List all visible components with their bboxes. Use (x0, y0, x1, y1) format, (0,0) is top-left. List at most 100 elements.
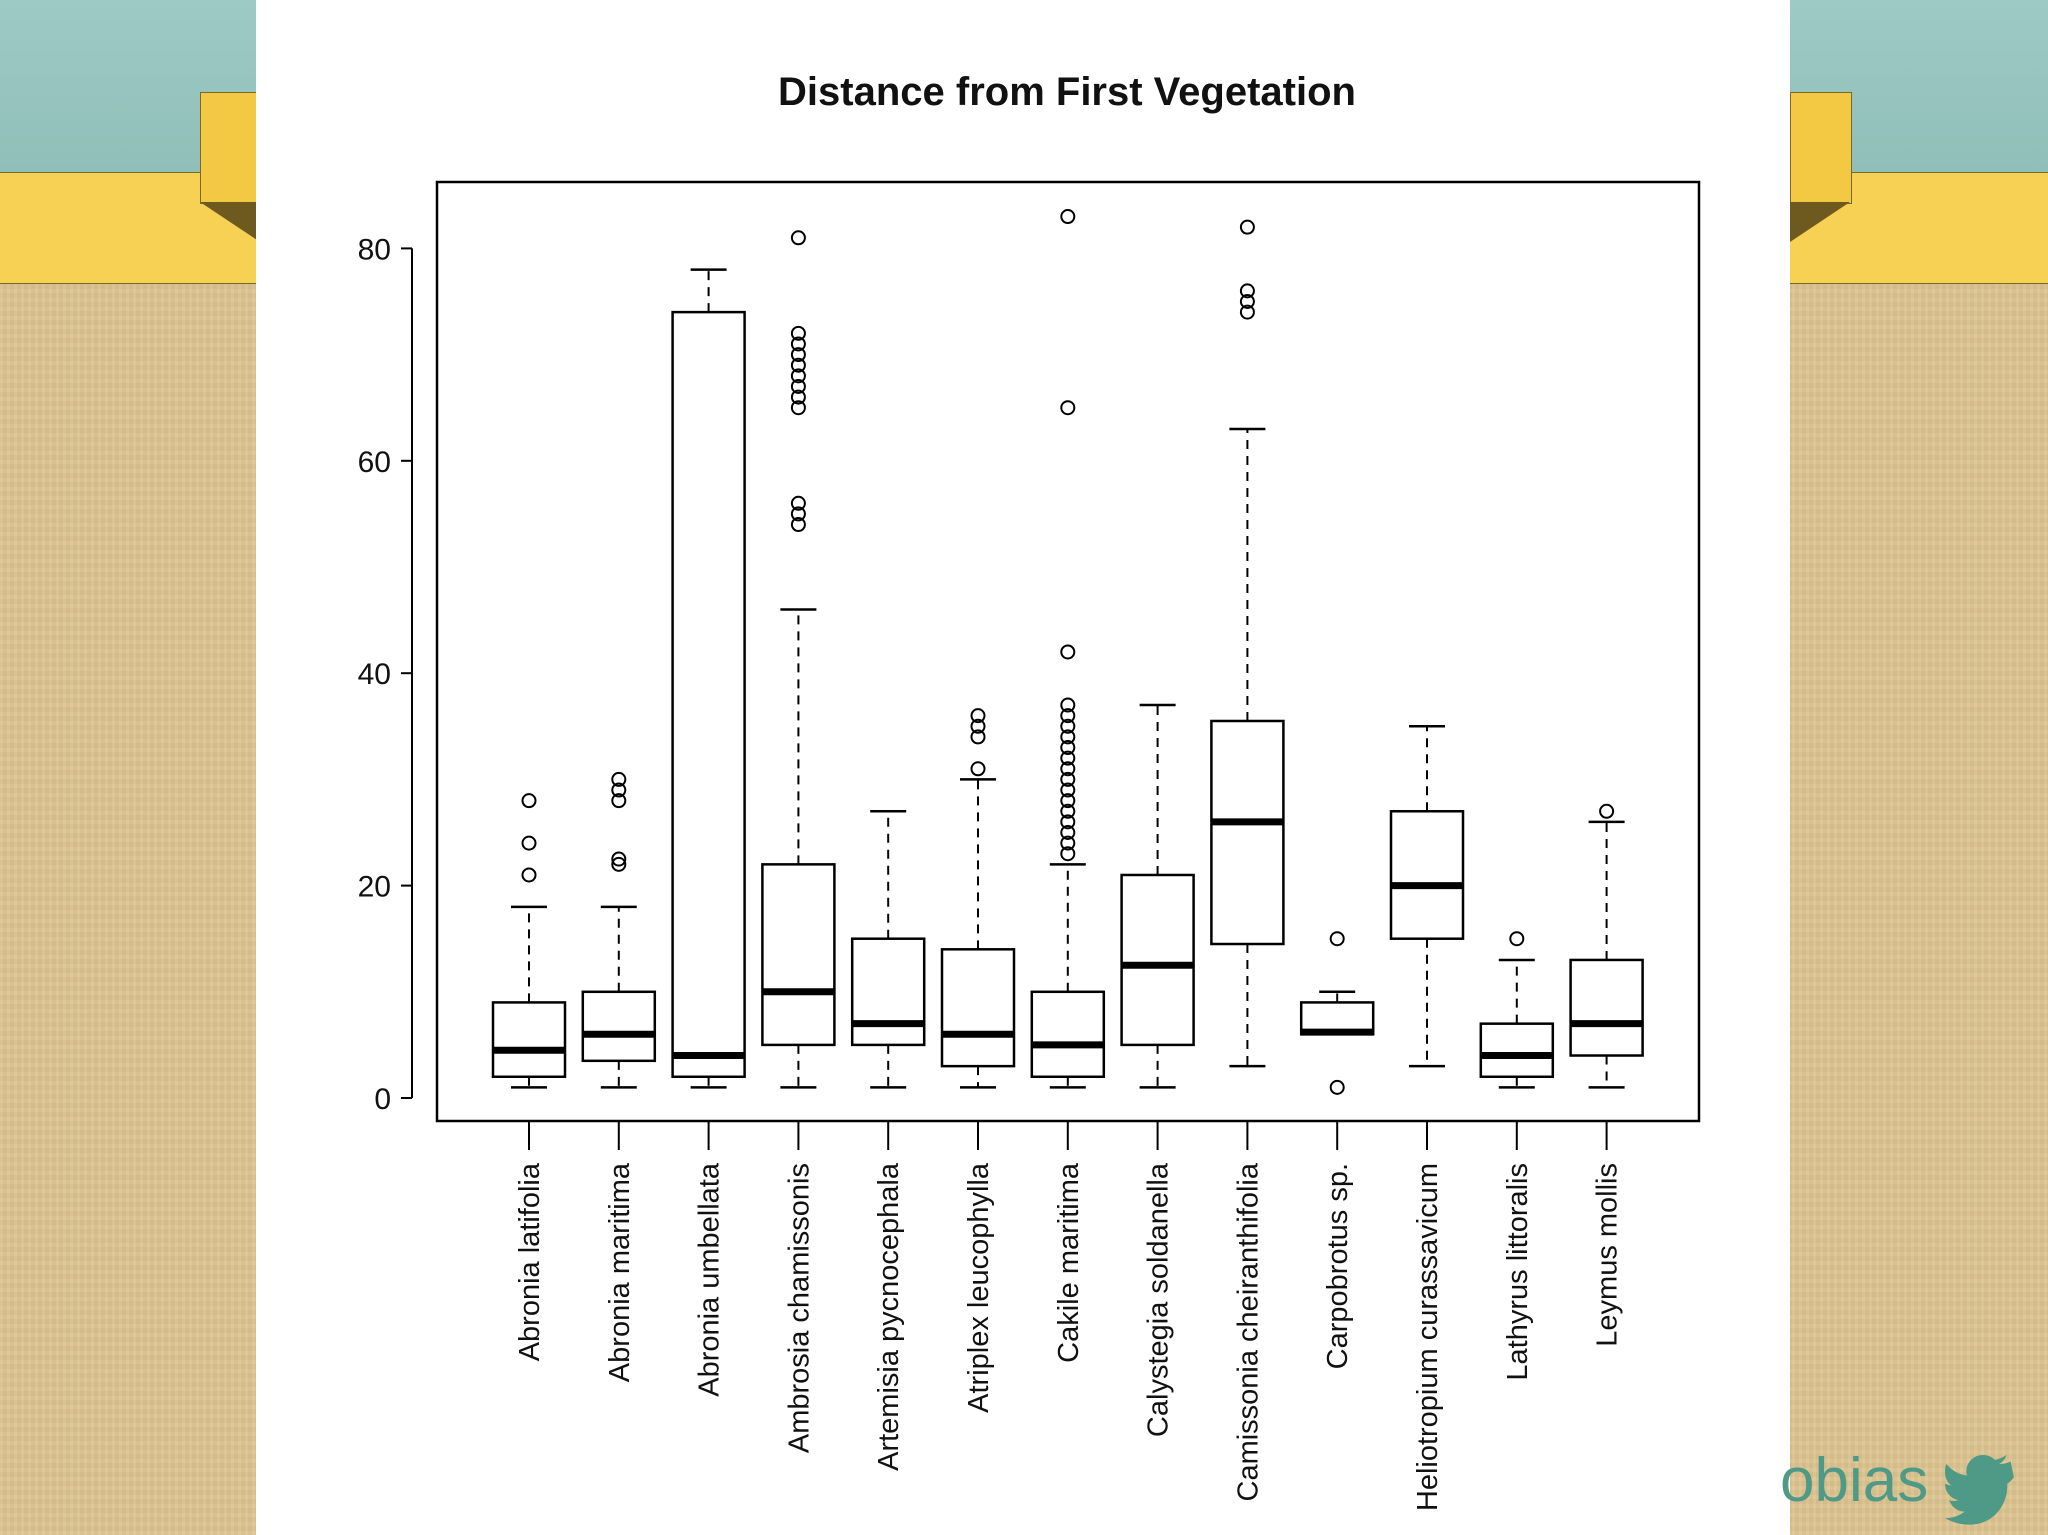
outlier-point (611, 851, 627, 867)
y-tick-label: 0 (374, 1083, 391, 1116)
outlier-point (1060, 793, 1076, 809)
x-tick-label: Heliotropium curassavicum (1412, 1163, 1444, 1511)
ribbon-fold-left (200, 92, 262, 204)
outlier-point (521, 793, 537, 809)
outlier-point (1060, 814, 1076, 830)
box-abronia-umbellata (671, 268, 746, 1089)
x-tick-label: Cakile maritima (1053, 1162, 1085, 1363)
outlier-point (1060, 708, 1076, 724)
outlier-point (1060, 209, 1076, 225)
iqr-box (491, 1001, 567, 1079)
box-camissonia-cheiranthifolia (1210, 219, 1285, 1068)
iqr-box (1479, 1022, 1555, 1079)
outlier-point (1239, 294, 1255, 309)
outlier-point (1060, 729, 1076, 745)
y-tick-label: 40 (358, 658, 391, 691)
iqr-box (1210, 719, 1285, 946)
outlier-point (1509, 931, 1525, 947)
x-tick-label: Camissonia cheiranthifolia (1232, 1162, 1264, 1501)
outlier-point (1060, 782, 1076, 798)
outlier-point (611, 856, 627, 872)
outlier-point (1060, 750, 1076, 766)
outlier-point (790, 400, 806, 416)
outlier-point (1060, 835, 1076, 851)
boxplot-chart: Distance from First Vegetation 0 20 40 60 80… (358, 70, 1701, 1511)
outlier-point (790, 357, 806, 373)
outlier-point (790, 495, 806, 511)
x-tick-label: Atriplex leucophylla (963, 1162, 995, 1413)
y-axis: 0 20 40 60 80 (358, 233, 413, 1116)
iqr-box (1120, 873, 1195, 1047)
twitter-bird-icon (1945, 1455, 2014, 1525)
box-lathyrus-littoralis (1479, 931, 1555, 1089)
box-abronia-maritima (581, 771, 657, 1089)
outlier-point (790, 325, 806, 341)
x-tick-label: Lathyrus littoralis (1502, 1163, 1534, 1381)
iqr-box (1389, 810, 1465, 940)
plot-frame (435, 180, 1701, 1123)
twitter-handle: obias (1780, 1446, 1929, 1515)
box-abronia-latifolia (491, 793, 567, 1089)
chart-panel (256, 0, 1790, 1535)
outlier-point (611, 793, 627, 809)
x-tick-label: Artemisia pycnocephala (873, 1162, 905, 1471)
x-tick-label: Abronia maritima (604, 1162, 636, 1382)
outlier-point (1060, 846, 1076, 862)
outlier-point (790, 506, 806, 522)
outlier-point (521, 835, 537, 851)
outlier-point (1060, 740, 1076, 756)
outlier-point (1329, 931, 1345, 947)
outlier-point (1239, 304, 1255, 320)
iqr-box (581, 990, 657, 1063)
box-carpobrotus-sp- (1299, 931, 1375, 1095)
outlier-point (611, 771, 627, 787)
x-tick-label: Abronia umbellata (694, 1162, 726, 1397)
box-atriplex-leucophylla (940, 708, 1016, 1089)
outlier-point (790, 230, 806, 246)
outlier-point (970, 761, 986, 777)
x-tick-label: Carpobrotus sp. (1322, 1163, 1354, 1369)
outlier-point (1060, 803, 1076, 819)
x-tick-label: Ambrosia chamissonis (783, 1163, 815, 1453)
outlier-point (1060, 644, 1076, 660)
iqr-box (940, 948, 1016, 1068)
ribbon-fold-right (1790, 92, 1852, 204)
outlier-point (970, 729, 986, 745)
x-tick-label: Abronia latifolia (514, 1162, 546, 1361)
outlier-point (611, 782, 627, 798)
ribbon-shadow-left (200, 202, 260, 242)
outlier-point (1239, 283, 1255, 299)
x-axis-labels: Abronia latifolia Abronia maritima Abronia… (514, 1121, 1624, 1511)
outlier-point (1239, 219, 1255, 235)
x-tick-label: Calystegia soldanella (1143, 1162, 1175, 1437)
y-tick-label: 80 (358, 233, 391, 266)
outlier-point (790, 378, 806, 394)
chart-title: Distance from First Vegetation (778, 70, 1356, 114)
y-tick-label: 20 (358, 871, 391, 904)
outlier-point (1060, 761, 1076, 777)
iqr-box (1030, 990, 1106, 1079)
box-heliotropium-curassavicum (1389, 725, 1465, 1068)
box-calystegia-soldanella (1120, 703, 1195, 1089)
outlier-point (521, 867, 537, 883)
ribbon-shadow-right (1790, 202, 1850, 242)
box-cakile-maritima (1030, 209, 1106, 1089)
outlier-point (1599, 803, 1615, 819)
outlier-point (970, 718, 986, 734)
outlier-point (1060, 825, 1076, 840)
outlier-point (1060, 400, 1076, 416)
outlier-point (790, 389, 806, 405)
outlier-point (1060, 718, 1076, 734)
box-leymus-mollis (1569, 803, 1644, 1089)
outlier-point (790, 336, 806, 352)
iqr-box (761, 863, 836, 1047)
box-ambrosia-chamissonis (761, 230, 836, 1089)
outlier-point (970, 708, 986, 724)
outlier-point (1329, 1079, 1345, 1095)
outlier-point (790, 517, 806, 533)
outlier-point (1060, 697, 1076, 713)
iqr-box (671, 310, 746, 1079)
boxes-group (491, 209, 1644, 1095)
iqr-box (850, 937, 926, 1047)
outlier-point (790, 347, 806, 363)
